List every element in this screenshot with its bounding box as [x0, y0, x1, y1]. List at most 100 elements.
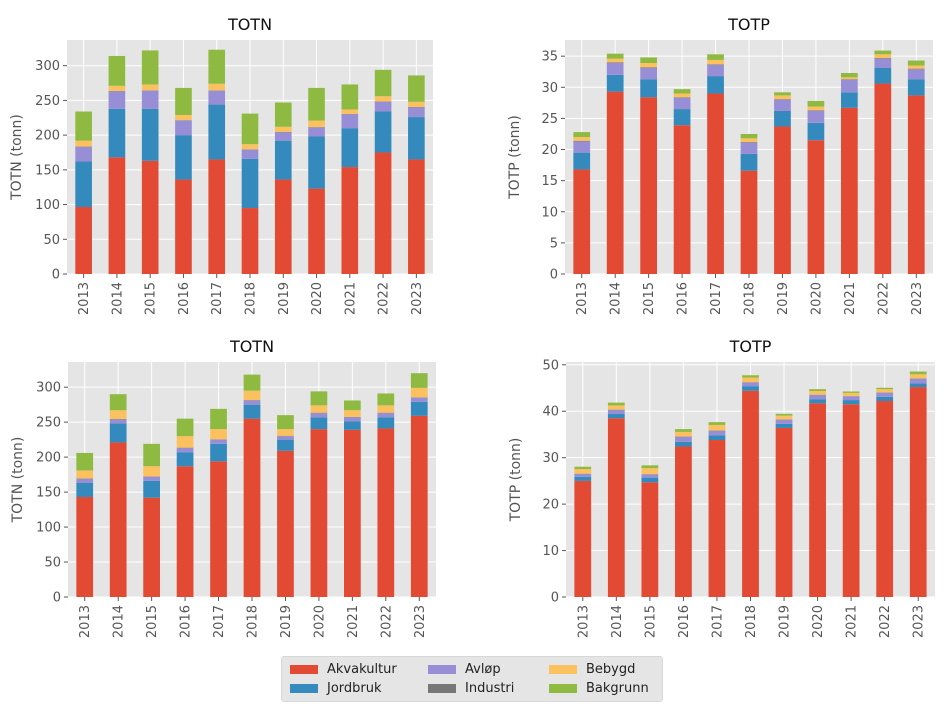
y-tick-label: 0 [551, 591, 559, 606]
bar-segment-akvakultur-2015 [143, 497, 160, 597]
x-tick-label: 2019 [279, 605, 294, 638]
y-tick-label: 0 [550, 268, 558, 283]
bar-segment-bakgrunn-2015 [640, 57, 657, 64]
bar-segment-jordbruk-2014 [108, 108, 126, 158]
bar-segment-avlop-2013 [574, 473, 592, 477]
bar-segment-jordbruk-2019 [277, 439, 294, 451]
x-tick-label: 2016 [179, 605, 194, 638]
x-tick-label: 2017 [210, 282, 225, 315]
bar-segment-bebygd-2013 [76, 470, 94, 479]
bar-segment-avlop-2022 [377, 413, 395, 418]
bar-segment-akvakultur-2017 [708, 440, 726, 597]
x-tick-label: 2021 [843, 282, 858, 315]
bar-segment-bakgrunn-2022 [876, 387, 894, 390]
y-tick-label: 20 [542, 498, 559, 513]
bar-segment-bebygd-2018 [241, 144, 259, 150]
y-tick-label: 30 [541, 81, 558, 96]
bar-segment-avlop-2020 [310, 413, 328, 418]
bar-segment-avlop-2022 [374, 101, 392, 112]
bar-segment-akvakultur-2019 [774, 126, 791, 275]
bar-segment-bebygd-2018 [740, 138, 758, 143]
bar-segment-bebygd-2019 [775, 415, 793, 420]
y-tick-label: 40 [542, 405, 559, 420]
bar-segment-bakgrunn-2023 [909, 371, 927, 375]
x-tick-label: 2018 [744, 605, 759, 638]
legend-item-avlop: Avløp [428, 662, 501, 677]
bar-segment-industri-2023 [907, 68, 925, 70]
bar-segment-jordbruk-2016 [175, 135, 192, 180]
bar-segment-jordbruk-2015 [143, 480, 160, 498]
bar-segment-bebygd-2023 [909, 374, 927, 379]
y-tick-label: 50 [43, 233, 60, 248]
bar-segment-akvakultur-2019 [277, 450, 294, 597]
bar-segment-bakgrunn-2017 [707, 54, 724, 60]
bar-segment-jordbruk-2014 [607, 414, 625, 419]
bar-segment-akvakultur-2021 [344, 429, 361, 597]
bar-segment-jordbruk-2019 [774, 110, 791, 127]
bar-segment-jordbruk-2022 [374, 111, 392, 153]
bar-segment-bakgrunn-2017 [208, 49, 226, 84]
y-tick-label: 150 [35, 163, 60, 178]
bar-segment-bakgrunn-2021 [842, 391, 860, 393]
bar-segment-akvakultur-2014 [606, 91, 624, 274]
bar-segment-bakgrunn-2018 [740, 133, 758, 139]
bar-segment-bebygd-2019 [277, 429, 294, 436]
bar-segment-bebygd-2014 [607, 405, 625, 410]
legend-label: Bakgrunn [586, 681, 649, 696]
bar-segment-jordbruk-2014 [109, 423, 127, 443]
y-tick-label: 200 [35, 129, 60, 144]
bar-segment-jordbruk-2018 [241, 158, 259, 209]
bar-segment-akvakultur-2014 [607, 418, 625, 597]
bar-segment-akvakultur-2020 [310, 429, 328, 597]
bar-segment-jordbruk-2017 [210, 443, 227, 462]
bar-segment-akvakultur-2016 [175, 179, 192, 274]
bar-segment-bakgrunn-2019 [774, 92, 791, 96]
y-tick-label: 30 [542, 451, 559, 466]
bar-segment-avlop-2021 [841, 79, 858, 93]
y-axis-label: TOTN (tonn) [9, 114, 25, 201]
bar-segment-bakgrunn-2021 [341, 84, 359, 110]
legend-item-bebygd: Bebygd [549, 662, 635, 677]
bar-segment-bakgrunn-2015 [641, 465, 659, 469]
bar-segment-akvakultur-2023 [909, 387, 927, 597]
legend-swatch [549, 684, 577, 693]
bar-segment-bebygd-2018 [742, 377, 759, 383]
bar-segment-bakgrunn-2023 [410, 373, 428, 388]
x-tick-label: 2022 [876, 282, 891, 315]
bar-segment-akvakultur-2019 [274, 179, 292, 274]
bar-segment-bakgrunn-2020 [308, 87, 325, 121]
x-tick-label: 2017 [212, 605, 227, 638]
bar-segment-avlop-2016 [675, 436, 692, 442]
bar-segment-akvakultur-2018 [241, 208, 259, 274]
bar-segment-bakgrunn-2015 [143, 443, 160, 467]
y-tick-label: 300 [36, 381, 61, 396]
bar-segment-akvakultur-2021 [341, 167, 359, 274]
bar-segment-bakgrunn-2013 [573, 132, 591, 138]
x-tick-label: 2017 [709, 282, 724, 315]
bar-segment-bebygd-2019 [774, 95, 791, 100]
x-tick-label: 2014 [112, 605, 127, 638]
bar-segment-industri-2015 [640, 67, 657, 69]
bar-segment-jordbruk-2016 [675, 441, 692, 447]
bar-segment-bakgrunn-2013 [76, 452, 94, 471]
bar-segment-avlop-2023 [410, 397, 428, 402]
legend-item-industri: Industri [428, 681, 514, 696]
x-tick-label: 2019 [277, 282, 292, 315]
bar-segment-jordbruk-2018 [742, 386, 759, 391]
bar-segment-akvakultur-2018 [742, 390, 759, 597]
y-tick-label: 100 [35, 198, 60, 213]
y-tick-label: 50 [44, 556, 61, 571]
bar-segment-bebygd-2021 [842, 392, 860, 397]
bar-segment-bakgrunn-2014 [606, 53, 624, 59]
x-tick-label: 2019 [776, 282, 791, 315]
bar-segment-jordbruk-2019 [274, 140, 292, 180]
y-tick-label: 150 [36, 486, 61, 501]
bar-segment-jordbruk-2023 [907, 79, 925, 96]
y-tick-label: 20 [541, 143, 558, 158]
bar-segment-akvakultur-2017 [210, 461, 227, 597]
bar-segment-jordbruk-2015 [641, 477, 659, 483]
bar-segment-avlop-2019 [277, 436, 294, 440]
bar-segment-bebygd-2015 [141, 84, 159, 91]
bar-segment-akvakultur-2021 [842, 404, 860, 597]
bar-segment-avlop-2020 [308, 127, 325, 137]
